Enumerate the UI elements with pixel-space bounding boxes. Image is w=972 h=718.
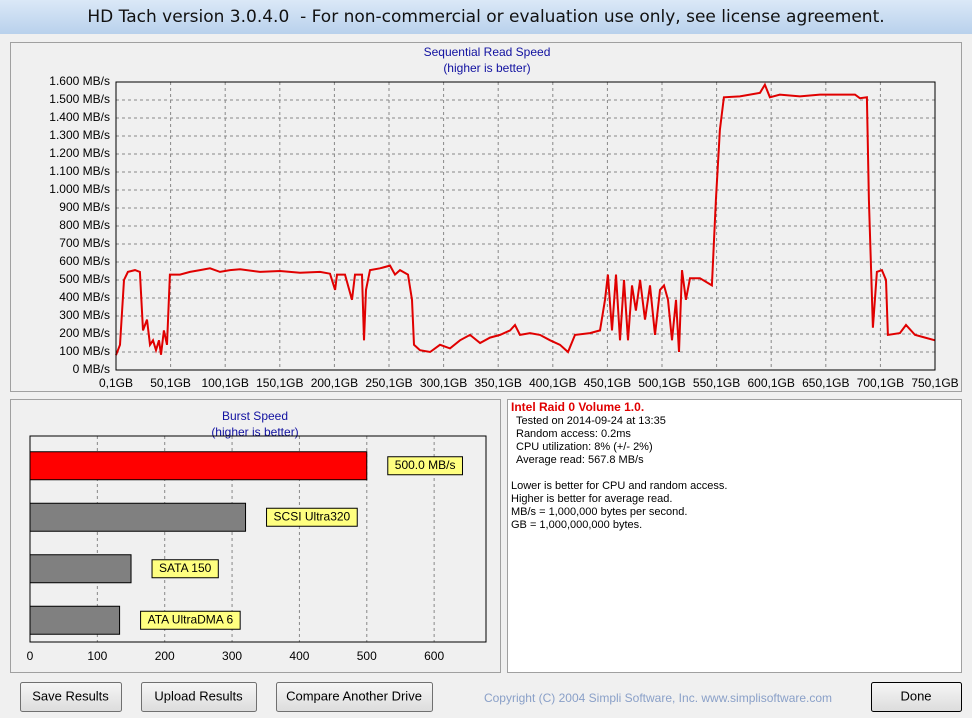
y-tick-label: 600 MB/s <box>59 254 110 268</box>
bar-label-text: ATA UltraDMA 6 <box>148 612 234 626</box>
button-face[interactable] <box>141 682 257 712</box>
x-tick-label: 650,1GB <box>802 376 849 390</box>
button-label[interactable]: Upload Results <box>154 688 243 703</box>
info-panel <box>507 399 962 673</box>
read-speed-line <box>115 82 936 356</box>
info-line: Tested on 2014-09-24 at 13:35 <box>516 415 666 427</box>
button-label[interactable]: Done <box>900 688 931 703</box>
x-tick-label: 200 <box>155 649 175 663</box>
bar-label-text: 500.0 MB/s <box>395 458 456 472</box>
y-tick-label: 100 MB/s <box>59 344 110 358</box>
button-label[interactable]: Save Results <box>32 688 109 703</box>
info-note: Higher is better for average read. <box>511 493 672 505</box>
info-line: CPU utilization: 8% (+/- 2%) <box>516 441 653 453</box>
info-line: Random access: 0.2ms <box>516 428 631 440</box>
info-note: MB/s = 1,000,000 bytes per second. <box>511 506 687 518</box>
bar-label: SATA 150 <box>151 559 219 579</box>
info-note: Lower is better for CPU and random acces… <box>511 480 727 492</box>
x-tick-label: 550,1GB <box>693 376 740 390</box>
button-face[interactable] <box>871 682 962 712</box>
x-tick-label: 0 <box>27 649 34 663</box>
bar-label-text: SCSI Ultra320 <box>274 509 351 523</box>
plot-frame <box>29 435 487 643</box>
x-tick-label: 100,1GB <box>202 376 249 390</box>
copyright: Copyright (C) 2004 Simpli Software, Inc.… <box>484 691 832 705</box>
y-tick-label: 1.300 MB/s <box>49 128 110 142</box>
y-tick-label: 500 MB/s <box>59 272 110 286</box>
button[interactable]: Upload Results <box>141 682 257 712</box>
y-tick-label: 800 MB/s <box>59 218 110 232</box>
label-box <box>387 456 463 476</box>
y-tick-label: 900 MB/s <box>59 200 110 214</box>
x-tick-label: 0,1GB <box>99 376 133 390</box>
y-tick-label: 1.100 MB/s <box>49 164 110 178</box>
x-tick-label: 600 <box>424 649 444 663</box>
bar <box>29 502 247 532</box>
drive-name: Intel Raid 0 Volume 1.0. <box>511 400 644 414</box>
bar-label: 500.0 MB/s <box>387 456 463 476</box>
bar-label: ATA UltraDMA 6 <box>140 610 241 630</box>
bar-label-text: SATA 150 <box>159 561 212 575</box>
x-tick-label: 600,1GB <box>748 376 795 390</box>
label-box <box>151 559 219 579</box>
info-line: Average read: 567.8 MB/s <box>516 454 644 466</box>
x-tick-label: 300,1GB <box>420 376 467 390</box>
y-tick-label: 1.000 MB/s <box>49 182 110 196</box>
window-title: HD Tach version 3.0.4.0 - For non-commer… <box>87 7 884 27</box>
x-tick-label: 400 <box>289 649 309 663</box>
y-tick-label: 0 MB/s <box>73 362 110 376</box>
plot-frame <box>115 81 936 371</box>
chart-subtitle: (higher is better) <box>443 61 530 75</box>
x-tick-label: 300 <box>222 649 242 663</box>
button[interactable]: Save Results <box>20 682 122 712</box>
bar-label: SCSI Ultra320 <box>266 507 358 527</box>
y-tick-label: 200 MB/s <box>59 326 110 340</box>
x-tick-label: 350,1GB <box>475 376 522 390</box>
x-tick-label: 700,1GB <box>857 376 904 390</box>
button-face[interactable] <box>276 682 433 712</box>
x-tick-label: 750,1GB <box>911 376 958 390</box>
bar <box>29 605 121 635</box>
y-tick-label: 700 MB/s <box>59 236 110 250</box>
chart-subtitle: (higher is better) <box>211 425 298 439</box>
x-tick-label: 200,1GB <box>311 376 358 390</box>
button-label[interactable]: Compare Another Drive <box>286 688 422 703</box>
y-tick-label: 1.600 MB/s <box>49 74 110 88</box>
chart-title: Burst Speed <box>222 409 288 423</box>
title-bar <box>0 0 972 34</box>
x-tick-label: 500,1GB <box>638 376 685 390</box>
label-box <box>266 507 358 527</box>
y-tick-label: 1.500 MB/s <box>49 92 110 106</box>
x-tick-label: 450,1GB <box>584 376 631 390</box>
x-tick-label: 100 <box>87 649 107 663</box>
y-tick-label: 300 MB/s <box>59 308 110 322</box>
info-note: GB = 1,000,000,000 bytes. <box>511 519 642 531</box>
chart-title: Sequential Read Speed <box>424 45 551 59</box>
x-tick-label: 150,1GB <box>256 376 303 390</box>
y-tick-label: 400 MB/s <box>59 290 110 304</box>
button[interactable]: Done <box>871 682 962 712</box>
y-tick-label: 1.400 MB/s <box>49 110 110 124</box>
x-tick-label: 500 <box>357 649 377 663</box>
x-tick-label: 50,1GB <box>150 376 191 390</box>
button-face[interactable] <box>20 682 122 712</box>
x-tick-label: 400,1GB <box>529 376 576 390</box>
y-tick-label: 1.200 MB/s <box>49 146 110 160</box>
label-box <box>140 610 241 630</box>
bar <box>29 554 132 584</box>
bar <box>29 451 368 481</box>
button[interactable]: Compare Another Drive <box>276 682 433 712</box>
x-tick-label: 250,1GB <box>365 376 412 390</box>
